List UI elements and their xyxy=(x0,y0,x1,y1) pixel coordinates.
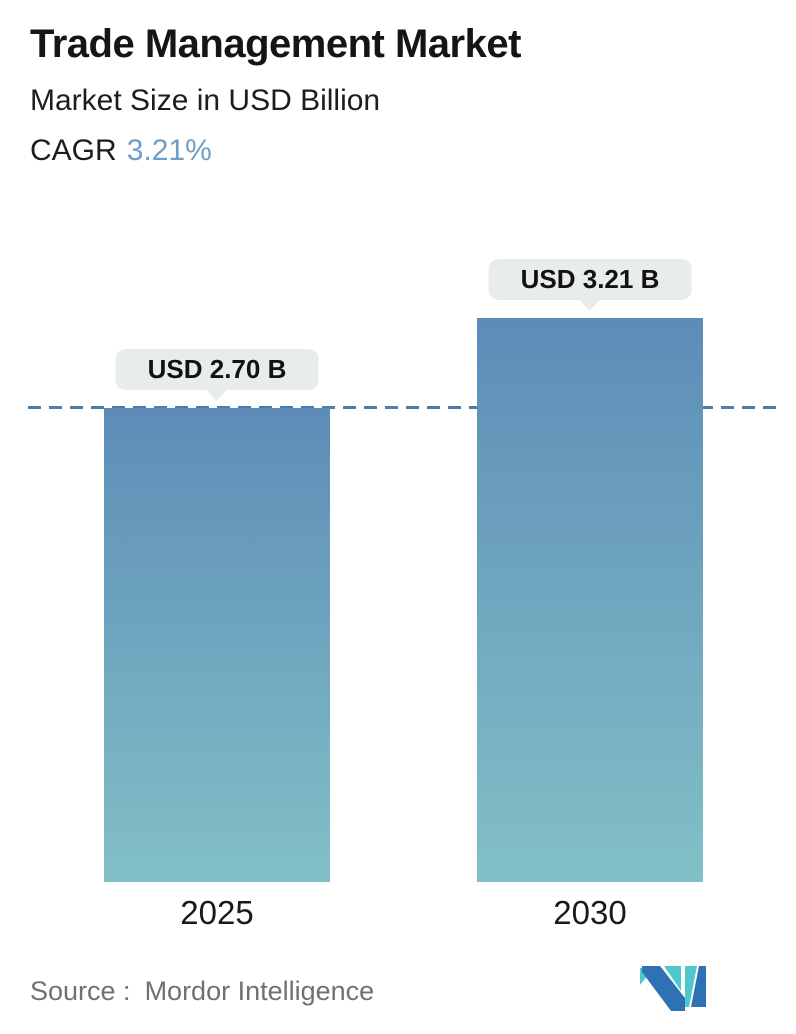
bar-chart: USD 2.70 B 2025 USD 3.21 B 2030 xyxy=(0,0,796,882)
mordor-intelligence-logo xyxy=(640,966,706,1011)
bar-column-2025: USD 2.70 B 2025 xyxy=(104,0,330,931)
bar-column-2030: USD 3.21 B 2030 xyxy=(477,0,703,931)
cagr-label: CAGR xyxy=(30,134,117,167)
value-label-2030: USD 3.21 B xyxy=(520,264,660,294)
source-label: Source : xyxy=(30,976,131,1006)
value-badge-2030: USD 3.21 B xyxy=(488,259,692,300)
x-axis-label-2025: 2025 xyxy=(180,894,254,931)
chart-subtitle: Market Size in USD Billion xyxy=(30,84,381,117)
value-label-2025: USD 2.70 B xyxy=(147,354,287,384)
cagr-value: 3.21% xyxy=(126,134,212,167)
page-title: Trade Management Market xyxy=(30,22,521,66)
reference-dashed-line xyxy=(28,406,780,409)
source-attribution: Source : Mordor Intelligence xyxy=(30,976,374,1007)
bar-2025[interactable] xyxy=(104,408,330,882)
bar-2030[interactable] xyxy=(477,318,703,882)
source-name: Mordor Intelligence xyxy=(144,976,375,1006)
value-badge-2025: USD 2.70 B xyxy=(115,349,319,390)
x-axis-label-2030: 2030 xyxy=(553,894,627,931)
cagr-row: CAGR 3.21% xyxy=(30,134,212,168)
